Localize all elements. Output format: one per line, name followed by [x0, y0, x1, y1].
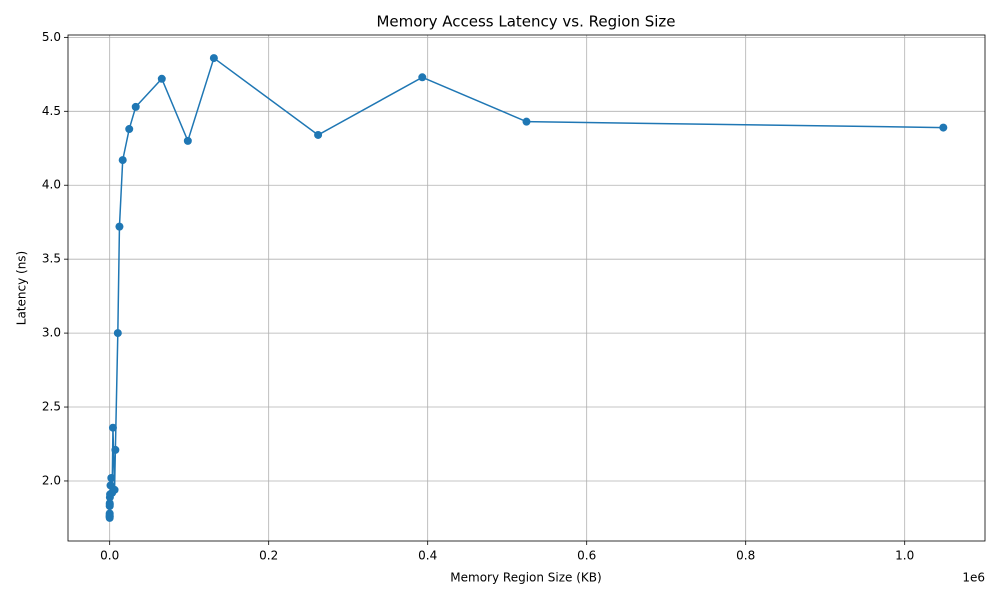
- y-axis-label: Latency (ns): [15, 251, 29, 325]
- y-tick-label: 4.0: [42, 178, 61, 192]
- data-point: [131, 102, 140, 111]
- data-point: [125, 125, 134, 134]
- y-tick-label: 2.5: [42, 400, 61, 414]
- x-tick-label: 1.0: [895, 549, 914, 563]
- x-axis-label: Memory Region Size (KB): [450, 571, 601, 585]
- x-tick-label: 0.4: [418, 549, 437, 563]
- plot-frame: [67, 34, 986, 542]
- data-point: [522, 117, 531, 126]
- y-tick-label: 5.0: [42, 30, 61, 44]
- data-point: [105, 512, 114, 521]
- data-point: [113, 329, 122, 338]
- y-tick-label: 3.5: [42, 252, 61, 266]
- y-tick-label: 2.0: [42, 473, 61, 487]
- x-offset-label: 1e6: [962, 571, 985, 585]
- data-point: [118, 156, 127, 165]
- data-point: [105, 500, 114, 509]
- data-point: [157, 74, 166, 83]
- chart-title: Memory Access Latency vs. Region Size: [376, 13, 675, 31]
- data-point: [111, 445, 120, 454]
- x-tick-label: 0.8: [736, 549, 755, 563]
- y-tick-label: 4.5: [42, 104, 61, 118]
- data-point: [314, 130, 323, 139]
- series-line: [108, 56, 944, 518]
- data-point: [209, 54, 218, 63]
- x-tick-label: 0.6: [577, 549, 596, 563]
- data-point: [939, 123, 948, 132]
- y-tick-label: 3.0: [42, 326, 61, 340]
- data-point: [115, 222, 124, 231]
- x-tick-label: 0.2: [259, 549, 278, 563]
- x-tick-label: 0.0: [100, 549, 119, 563]
- data-point: [418, 73, 427, 82]
- data-point: [110, 485, 119, 494]
- data-point: [183, 136, 192, 145]
- data-point: [107, 474, 116, 483]
- data-point: [108, 423, 117, 432]
